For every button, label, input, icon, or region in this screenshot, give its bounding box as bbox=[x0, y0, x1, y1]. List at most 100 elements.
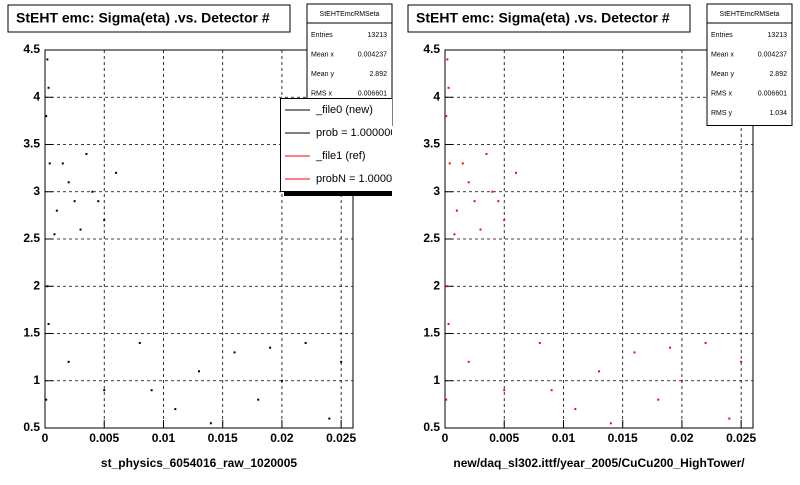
stats-value: 13213 bbox=[768, 32, 788, 39]
point bbox=[574, 408, 577, 411]
point bbox=[198, 370, 200, 373]
point bbox=[91, 190, 94, 193]
point bbox=[233, 351, 236, 354]
point bbox=[47, 86, 50, 89]
point bbox=[103, 219, 106, 222]
y-tick-label: 3 bbox=[33, 184, 40, 198]
point bbox=[479, 228, 482, 231]
panel: 0 0.005 0.01 0.015 0.02 0.025 0.5 1 1.5 2 2.5 3 3.5 4… bbox=[407, 3, 793, 470]
stats-value: 0.004237 bbox=[358, 51, 387, 58]
point bbox=[47, 323, 50, 326]
point bbox=[85, 152, 88, 155]
y-tick-label: 4.5 bbox=[23, 42, 40, 56]
stats-value: 2.892 bbox=[369, 71, 387, 78]
point bbox=[48, 162, 51, 165]
point bbox=[728, 417, 731, 420]
point bbox=[633, 351, 636, 354]
y-tick-label: 4 bbox=[433, 89, 440, 103]
y-tick-label: 3.5 bbox=[423, 137, 440, 151]
stats-label: Entries bbox=[311, 32, 333, 39]
point bbox=[704, 341, 707, 344]
x-axis-label: st_physics_6054016_raw_1020005 bbox=[101, 456, 297, 470]
point bbox=[740, 360, 743, 363]
point bbox=[453, 233, 456, 236]
stats-box bbox=[706, 3, 793, 126]
point bbox=[538, 341, 541, 344]
stats-value: 2.892 bbox=[769, 71, 787, 78]
y-tick-label: 0.5 bbox=[23, 420, 40, 434]
point bbox=[304, 341, 307, 344]
y-tick-label: 2.5 bbox=[423, 231, 440, 245]
x-tick-label: 0.005 bbox=[89, 431, 119, 445]
stats-value: 0.006601 bbox=[758, 90, 787, 97]
stats-label: Mean x bbox=[711, 51, 734, 58]
y-tick-label: 1.5 bbox=[23, 326, 40, 340]
point bbox=[680, 379, 683, 382]
point bbox=[61, 162, 64, 165]
point bbox=[446, 58, 449, 61]
point bbox=[467, 181, 470, 184]
y-tick-label: 4.5 bbox=[423, 42, 440, 56]
point bbox=[448, 162, 451, 165]
y-tick-label: 3.5 bbox=[23, 137, 40, 151]
legend-label: _file0 (new) bbox=[315, 104, 373, 116]
point bbox=[55, 209, 58, 212]
stats-label: Mean y bbox=[711, 71, 734, 78]
point bbox=[491, 190, 494, 193]
point bbox=[46, 58, 49, 61]
x-tick-label: 0.005 bbox=[489, 431, 519, 445]
point bbox=[669, 346, 672, 349]
point bbox=[45, 115, 48, 118]
x-tick-label: 0.015 bbox=[608, 431, 638, 445]
point bbox=[115, 171, 118, 174]
panel: 0 0.005 0.01 0.015 0.02 0.025 0.5 1 1.5 2 2.5 3 3.5 4… bbox=[7, 3, 398, 470]
point bbox=[550, 389, 553, 392]
point bbox=[609, 422, 612, 425]
point bbox=[447, 86, 450, 89]
y-tick-label: 4 bbox=[33, 89, 40, 103]
point bbox=[257, 398, 260, 401]
x-tick-label: 0 bbox=[42, 431, 49, 445]
plot-frame bbox=[444, 49, 754, 429]
point bbox=[73, 200, 76, 203]
point bbox=[280, 379, 283, 382]
point bbox=[67, 181, 70, 184]
x-tick-label: 0.025 bbox=[726, 431, 756, 445]
point bbox=[174, 408, 177, 411]
y-tick-label: 1.5 bbox=[423, 326, 440, 340]
y-tick-label: 1 bbox=[33, 373, 40, 387]
point bbox=[67, 360, 70, 363]
point bbox=[103, 389, 106, 392]
y-tick-label: 2 bbox=[33, 278, 40, 292]
point bbox=[46, 285, 49, 288]
stats-label: RMS y bbox=[711, 110, 733, 117]
y-tick-label: 0.5 bbox=[423, 420, 440, 434]
point bbox=[503, 219, 506, 222]
stats-value: 0.004237 bbox=[758, 51, 787, 58]
point bbox=[461, 162, 464, 165]
legend-label: probN = 1.00000 bbox=[316, 173, 398, 185]
x-tick-label: 0.015 bbox=[208, 431, 238, 445]
stats-value: 13213 bbox=[368, 32, 388, 39]
x-tick-label: 0.01 bbox=[552, 431, 576, 445]
legend: _file0 (new) prob = 1.000000 _file1 (ref) p… bbox=[280, 98, 398, 192]
x-axis-label: new/daq_sl302.ittf/year_2005/CuCu200_Hig… bbox=[453, 456, 745, 470]
point bbox=[473, 200, 476, 203]
title-box bbox=[7, 4, 291, 33]
stats-label: Mean y bbox=[311, 71, 334, 78]
x-tick-label: 0.025 bbox=[326, 431, 356, 445]
y-tick-label: 2 bbox=[433, 278, 440, 292]
y-tick-label: 3 bbox=[433, 184, 440, 198]
stats-label: RMS x bbox=[311, 90, 333, 97]
point bbox=[328, 417, 331, 420]
point bbox=[340, 360, 343, 363]
point bbox=[497, 200, 500, 203]
chart-title: StEHT emc: Sigma(eta) .vs. Detector # bbox=[16, 10, 270, 26]
stats-value: 1.034 bbox=[769, 110, 787, 117]
point bbox=[503, 389, 506, 392]
point bbox=[53, 233, 56, 236]
point bbox=[138, 341, 141, 344]
stats-label: RMS x bbox=[711, 90, 733, 97]
y-tick-label: 2.5 bbox=[23, 231, 40, 245]
point bbox=[445, 398, 448, 401]
